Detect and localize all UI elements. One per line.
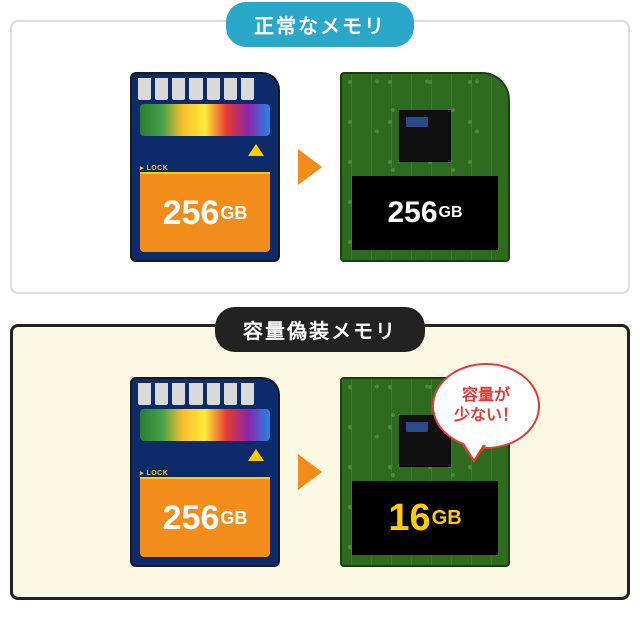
sd-color-stripe [140, 104, 270, 136]
panel-fake: 容量偽装メモリ ▸ LOCK 256GB 容量が 少ない！ 16GB [10, 324, 630, 600]
sd-contacts [138, 379, 254, 405]
arrow-icon [298, 149, 322, 185]
pcb-capacity-unit: GB [432, 507, 462, 530]
pcb-capacity-num: 256 [387, 196, 437, 230]
pcb-normal: 256GB [340, 72, 510, 262]
pcb-normal-wrap: 256GB [340, 72, 510, 262]
sdcard-fake: ▸ LOCK 256GB [130, 377, 280, 567]
sd-capacity-num: 256 [163, 499, 220, 538]
sd-triangle-icon [248, 449, 264, 461]
nand-chip-label: 16GB [352, 481, 498, 555]
sd-color-stripe [140, 409, 270, 441]
warning-bubble-text: 容量が 少ない！ [454, 386, 518, 426]
pcb-fake-wrap: 容量が 少ない！ 16GB [340, 377, 510, 567]
arrow-icon [298, 454, 322, 490]
sd-capacity-num: 256 [163, 194, 220, 233]
sd-capacity-unit: GB [220, 203, 247, 224]
sd-capacity-label: 256GB [140, 172, 270, 252]
panel-normal: 正常なメモリ ▸ LOCK 256GB 256GB [10, 20, 630, 294]
sd-lock-label: ▸ LOCK [140, 469, 168, 477]
sd-contacts [138, 74, 254, 100]
sd-capacity-unit: GB [220, 508, 247, 529]
row-normal: ▸ LOCK 256GB 256GB [42, 72, 598, 262]
nand-chip-label: 256GB [352, 176, 498, 250]
warning-bubble: 容量が 少ない！ [432, 363, 540, 449]
sdcard-normal: ▸ LOCK 256GB [130, 72, 280, 262]
sd-triangle-icon [248, 144, 264, 156]
controller-chip-icon [399, 110, 451, 162]
sd-lock-label: ▸ LOCK [140, 164, 168, 172]
sd-capacity-label: 256GB [140, 477, 270, 557]
panel-fake-title: 容量偽装メモリ [215, 307, 425, 352]
panel-normal-title: 正常なメモリ [226, 2, 414, 47]
row-fake: ▸ LOCK 256GB 容量が 少ない！ 16GB [43, 377, 597, 567]
pcb-capacity-unit: GB [439, 204, 463, 222]
pcb-capacity-num: 16 [388, 497, 430, 540]
